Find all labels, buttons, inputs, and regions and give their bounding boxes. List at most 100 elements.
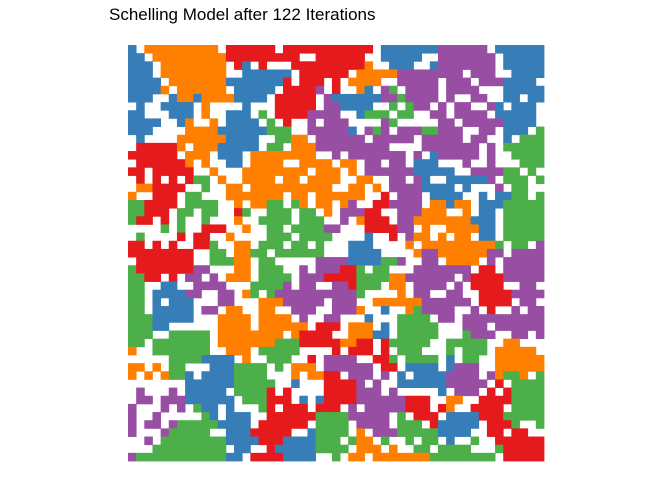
- grid-cell: [258, 183, 268, 193]
- grid-cell: [405, 126, 414, 136]
- grid-cell: [421, 175, 431, 185]
- grid-cell: [299, 151, 308, 160]
- grid-cell: [519, 134, 529, 144]
- grid-cell: [446, 183, 455, 193]
- grid-cell: [331, 338, 341, 348]
- grid-cell: [234, 77, 243, 87]
- grid-cell: [168, 387, 178, 397]
- grid-cell: [160, 265, 170, 274]
- grid-cell: [242, 102, 251, 111]
- grid-cell: [421, 314, 431, 323]
- grid-cell: [389, 69, 398, 79]
- grid-cell: [421, 248, 431, 258]
- grid-cell: [437, 199, 447, 209]
- grid-cell: [340, 102, 349, 111]
- grid-cell: [185, 387, 194, 397]
- grid-cell: [185, 452, 194, 462]
- grid-cell: [315, 338, 325, 348]
- grid-cell: [421, 379, 431, 388]
- grid-cell: [437, 240, 447, 250]
- grid-cell: [176, 208, 186, 217]
- grid-cell: [470, 273, 480, 282]
- grid-cell: [282, 126, 292, 136]
- grid-cell: [446, 289, 455, 299]
- grid-cell: [299, 224, 308, 234]
- grid-cell: [266, 199, 276, 209]
- grid-cell: [331, 436, 341, 446]
- grid-cell: [437, 273, 447, 282]
- grid-cell: [225, 314, 235, 323]
- grid-cell: [372, 273, 382, 282]
- grid-cell: [519, 452, 529, 462]
- grid-cell: [242, 322, 251, 331]
- grid-cell: [160, 281, 170, 291]
- grid-cell: [274, 232, 284, 242]
- grid-cell: [160, 208, 170, 217]
- grid-cell: [185, 371, 194, 380]
- grid-cell: [454, 69, 463, 79]
- grid-cell: [250, 93, 259, 103]
- grid-cell: [486, 151, 496, 160]
- grid-cell: [519, 248, 529, 258]
- grid-cell: [535, 257, 545, 266]
- grid-cell: [136, 151, 145, 160]
- grid-cell: [242, 379, 251, 388]
- grid-cell: [209, 452, 219, 462]
- grid-cell: [462, 412, 471, 421]
- grid-cell: [470, 167, 480, 176]
- grid-cell: [217, 289, 227, 299]
- grid-cell: [511, 379, 520, 388]
- grid-cell: [234, 183, 243, 193]
- grid-cell: [315, 248, 325, 258]
- grid-cell: [217, 436, 227, 446]
- grid-cell: [176, 167, 186, 176]
- grid-cell: [315, 199, 325, 209]
- grid-cell: [176, 452, 186, 462]
- grid-cell: [519, 371, 529, 380]
- grid-cell: [144, 69, 153, 79]
- grid-cell: [437, 126, 447, 136]
- grid-cell: [258, 151, 268, 160]
- grid-cell: [495, 199, 504, 209]
- grid-cell: [429, 281, 439, 291]
- grid-cell: [437, 151, 447, 160]
- grid-cell: [299, 93, 308, 103]
- grid-cell: [470, 224, 480, 234]
- grid-cell: [486, 61, 496, 70]
- grid-cell: [535, 69, 545, 79]
- grid-cell: [291, 363, 300, 372]
- grid-cell: [331, 281, 341, 291]
- grid-cell: [291, 191, 300, 201]
- grid-cell: [282, 420, 292, 429]
- grid-cell: [421, 322, 431, 331]
- grid-cell: [380, 257, 390, 266]
- grid-cell: [495, 45, 504, 54]
- grid-cell: [478, 126, 488, 136]
- grid-cell: [185, 134, 194, 144]
- grid-cell: [193, 273, 202, 282]
- grid-cell: [128, 77, 137, 87]
- grid-cell: [340, 420, 349, 429]
- grid-cell: [478, 338, 488, 348]
- grid-cell: [307, 363, 317, 372]
- grid-cell: [234, 420, 243, 429]
- grid-cell: [209, 45, 219, 54]
- grid-cell: [527, 289, 537, 299]
- grid-cell: [266, 142, 276, 152]
- grid-cell: [446, 444, 455, 454]
- grid-cell: [437, 45, 447, 54]
- grid-cell: [242, 69, 251, 79]
- grid-cell: [397, 93, 406, 103]
- grid-cell: [503, 142, 512, 152]
- grid-cell: [274, 273, 284, 282]
- grid-cell: [168, 273, 178, 282]
- grid-cell: [266, 265, 276, 274]
- grid-cell: [372, 281, 382, 291]
- grid-cell: [209, 240, 219, 250]
- grid-cell: [307, 85, 317, 95]
- grid-cell: [209, 126, 219, 136]
- grid-cell: [168, 175, 178, 185]
- grid-cell: [315, 126, 325, 136]
- grid-cell: [389, 93, 398, 103]
- grid-cell: [274, 191, 284, 201]
